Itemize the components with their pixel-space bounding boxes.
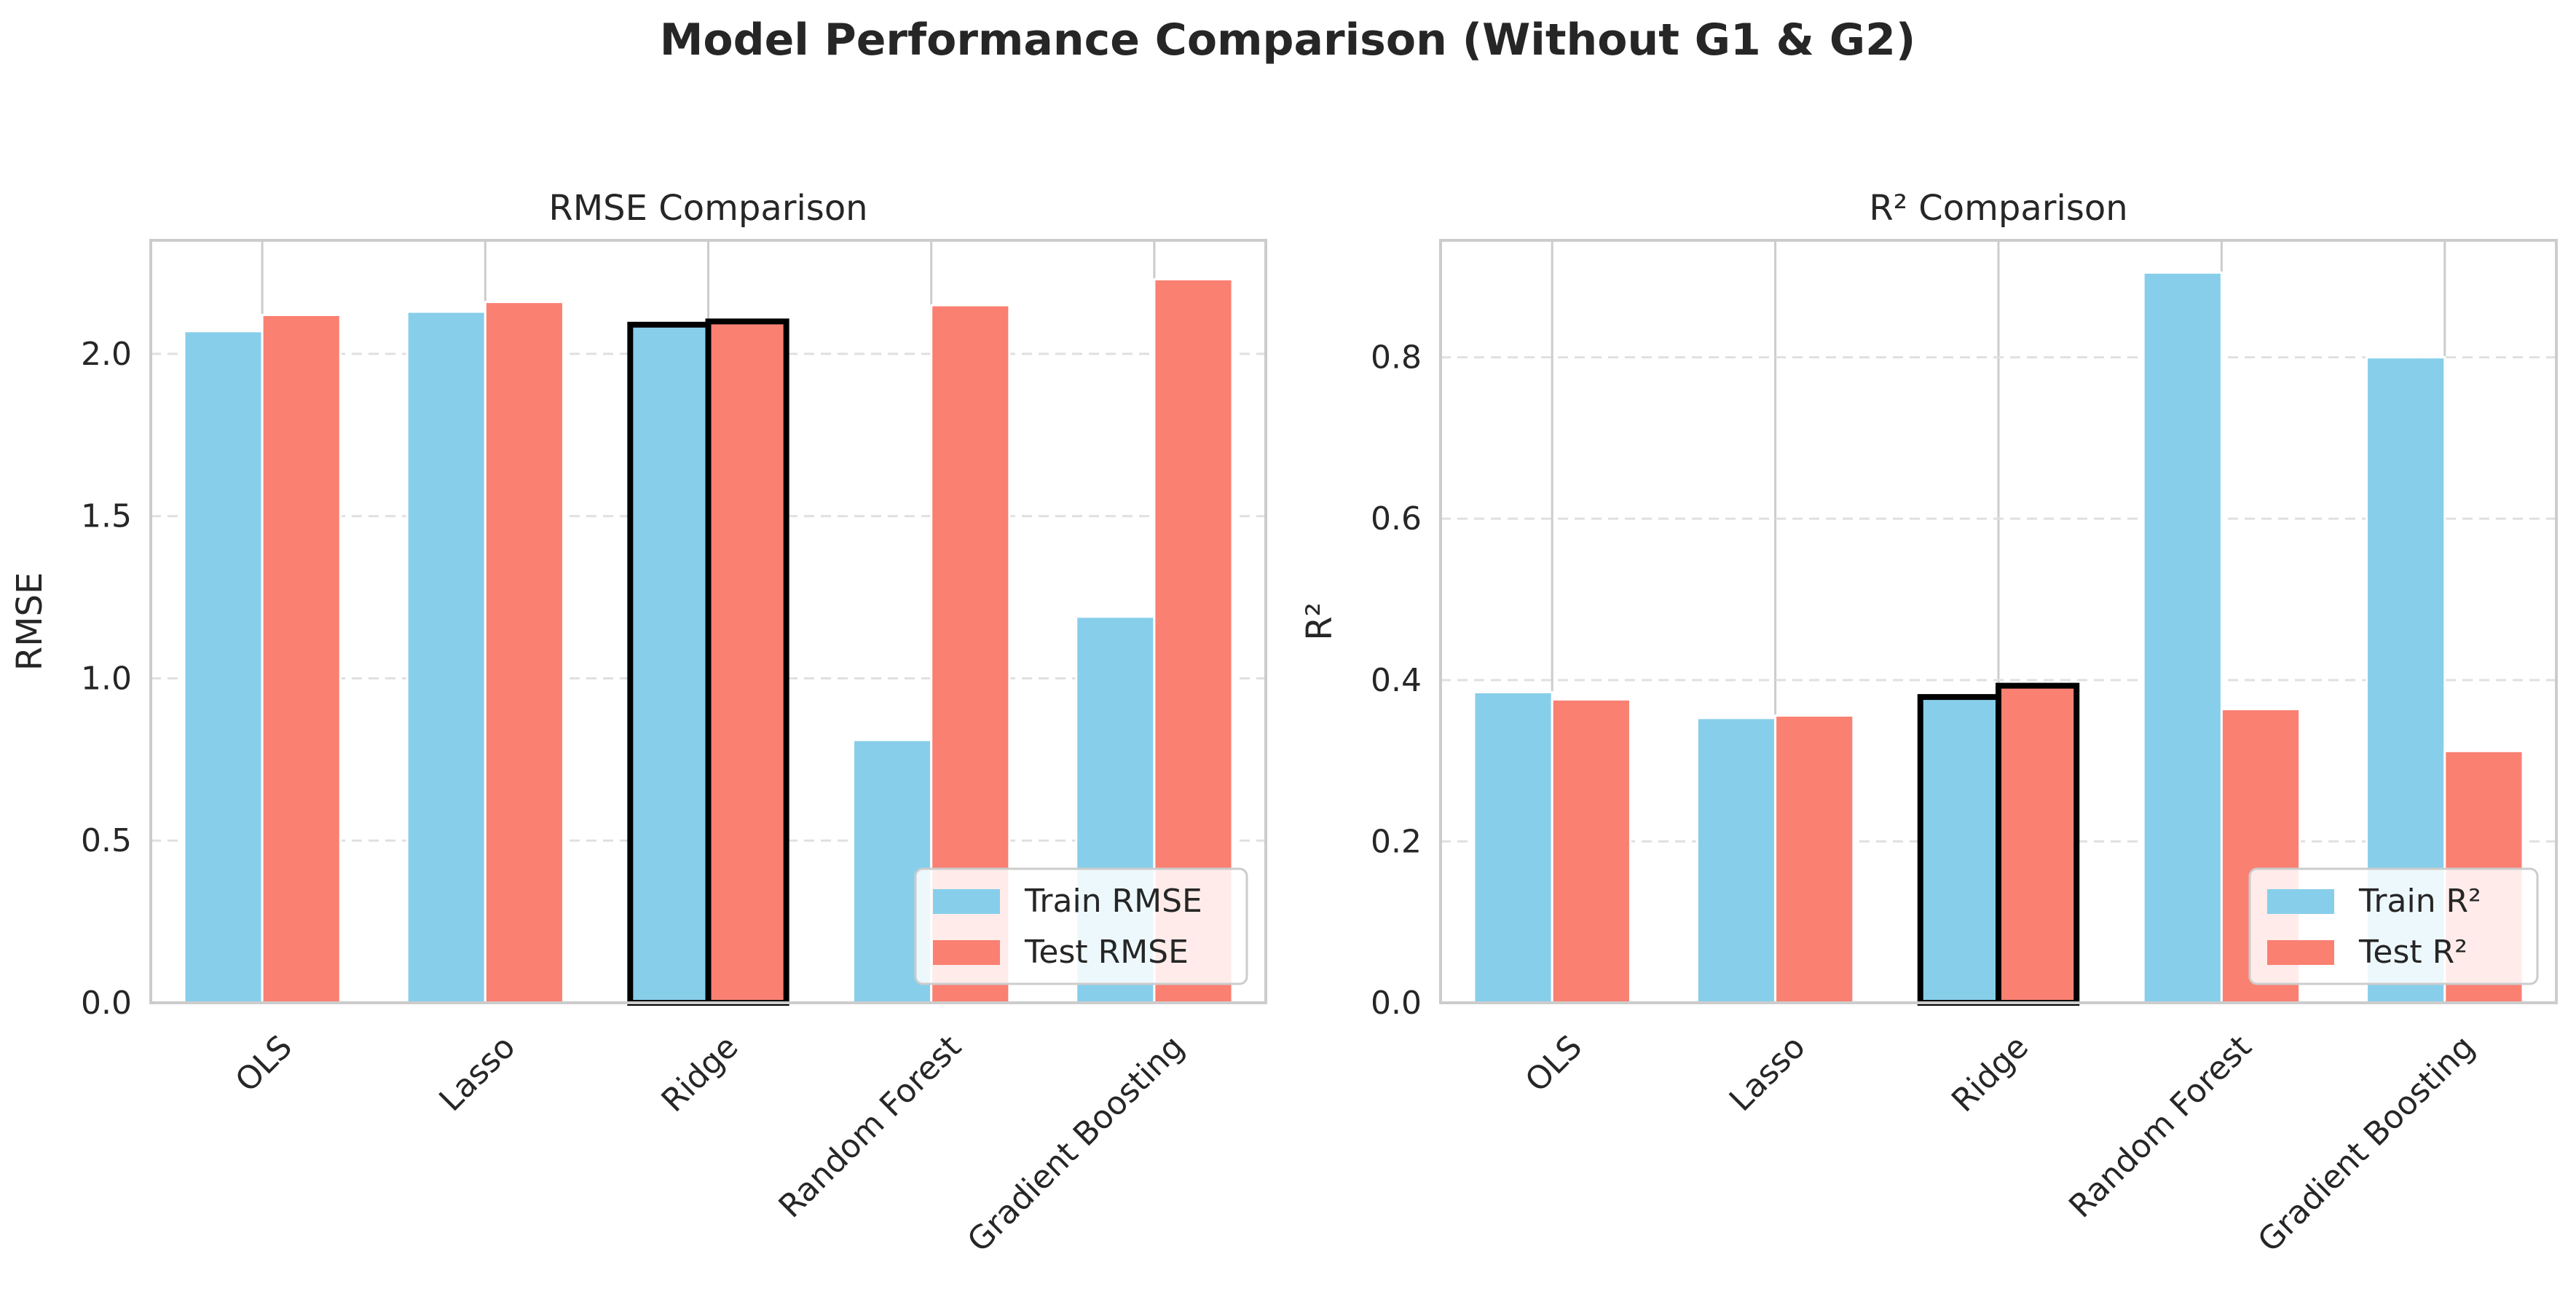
r2-x-tick-label-ols: OLS [1519,1028,1590,1100]
r2-bar-test-ols [1551,698,1631,1004]
rmse-chart-title: RMSE Comparison [548,188,867,229]
r2-legend-swatch-train [2267,889,2334,914]
rmse-legend-swatch-train [933,889,1000,914]
r2-bar-test-ridge [1996,682,2080,1006]
r2-bar-test-lasso [1774,714,1855,1004]
rmse-x-tick-label-lasso: Lasso [432,1028,522,1119]
r2-bar-train-ridge [1917,694,2002,1006]
r2-x-tick-label-gradient-boosting: Gradient Boosting [2251,1028,2482,1259]
r2-legend: Train R² Test R² [2248,867,2539,985]
r2-x-tick-label-ridge: Ridge [1945,1028,2036,1119]
rmse-bar-test-ridge [705,318,789,1006]
r2-chart-panel: 0.0 0.2 0.4 0.6 0.8 OLS Lasso Ridge Random Fores… [1299,188,2558,1259]
r2-bar-train-ols [1473,690,1553,1004]
r2-y-tick-label: 0.4 [1371,662,1422,699]
rmse-bar-train-ridge [627,321,712,1006]
rmse-y-tick-label: 0.0 [81,985,132,1022]
r2-y-tick-label: 0.0 [1371,985,1422,1022]
rmse-x-tick-label-ols: OLS [229,1028,300,1100]
rmse-chart-panel: 0.0 0.5 1.0 1.5 2.0 OLS Lasso Ridge Random Fores… [9,188,1267,1259]
r2-x-tick-label-random-forest: Random Forest [2062,1028,2258,1225]
r2-legend-label-test: Test R² [2358,934,2467,971]
rmse-y-tick-label: 2.0 [81,336,132,373]
rmse-x-tick-label-ridge: Ridge [655,1028,746,1119]
r2-y-axis-label: R² [1299,602,1340,641]
rmse-legend-label-train: Train RMSE [1024,883,1202,920]
r2-x-tick-label-lasso: Lasso [1722,1028,1813,1119]
r2-y-tick-label: 0.8 [1371,339,1422,377]
rmse-x-tick-label-random-forest: Random Forest [772,1028,969,1225]
r2-y-tick-label: 0.6 [1371,500,1422,537]
r2-legend-swatch-test [2267,940,2334,965]
rmse-bar-test-ols [261,313,342,1004]
r2-legend-label-train: Train R² [2358,883,2481,920]
r2-bar-train-random-forest [2142,271,2223,1004]
rmse-y-tick-label: 0.5 [81,822,132,859]
r2-axes-frame [1439,239,2558,1004]
rmse-legend: Train RMSE Test RMSE [914,867,1248,985]
r2-chart-title: R² Comparison [1869,188,2127,229]
rmse-y-tick-label: 1.5 [81,498,132,535]
rmse-bar-train-ols [183,330,264,1004]
rmse-bar-train-lasso [406,310,487,1004]
r2-y-tick-label: 0.2 [1371,823,1422,860]
rmse-legend-swatch-test [933,940,1000,965]
rmse-y-tick-label: 1.0 [81,660,132,697]
rmse-y-axis-label: RMSE [9,572,50,671]
figure-title: Model Performance Comparison (Without G1… [660,15,1916,66]
rmse-legend-label-test: Test RMSE [1024,934,1189,971]
rmse-bar-test-lasso [484,301,564,1004]
rmse-axes-frame [149,239,1267,1004]
r2-bar-train-lasso [1695,717,1777,1004]
rmse-x-tick-label-gradient-boosting: Gradient Boosting [961,1028,1192,1259]
